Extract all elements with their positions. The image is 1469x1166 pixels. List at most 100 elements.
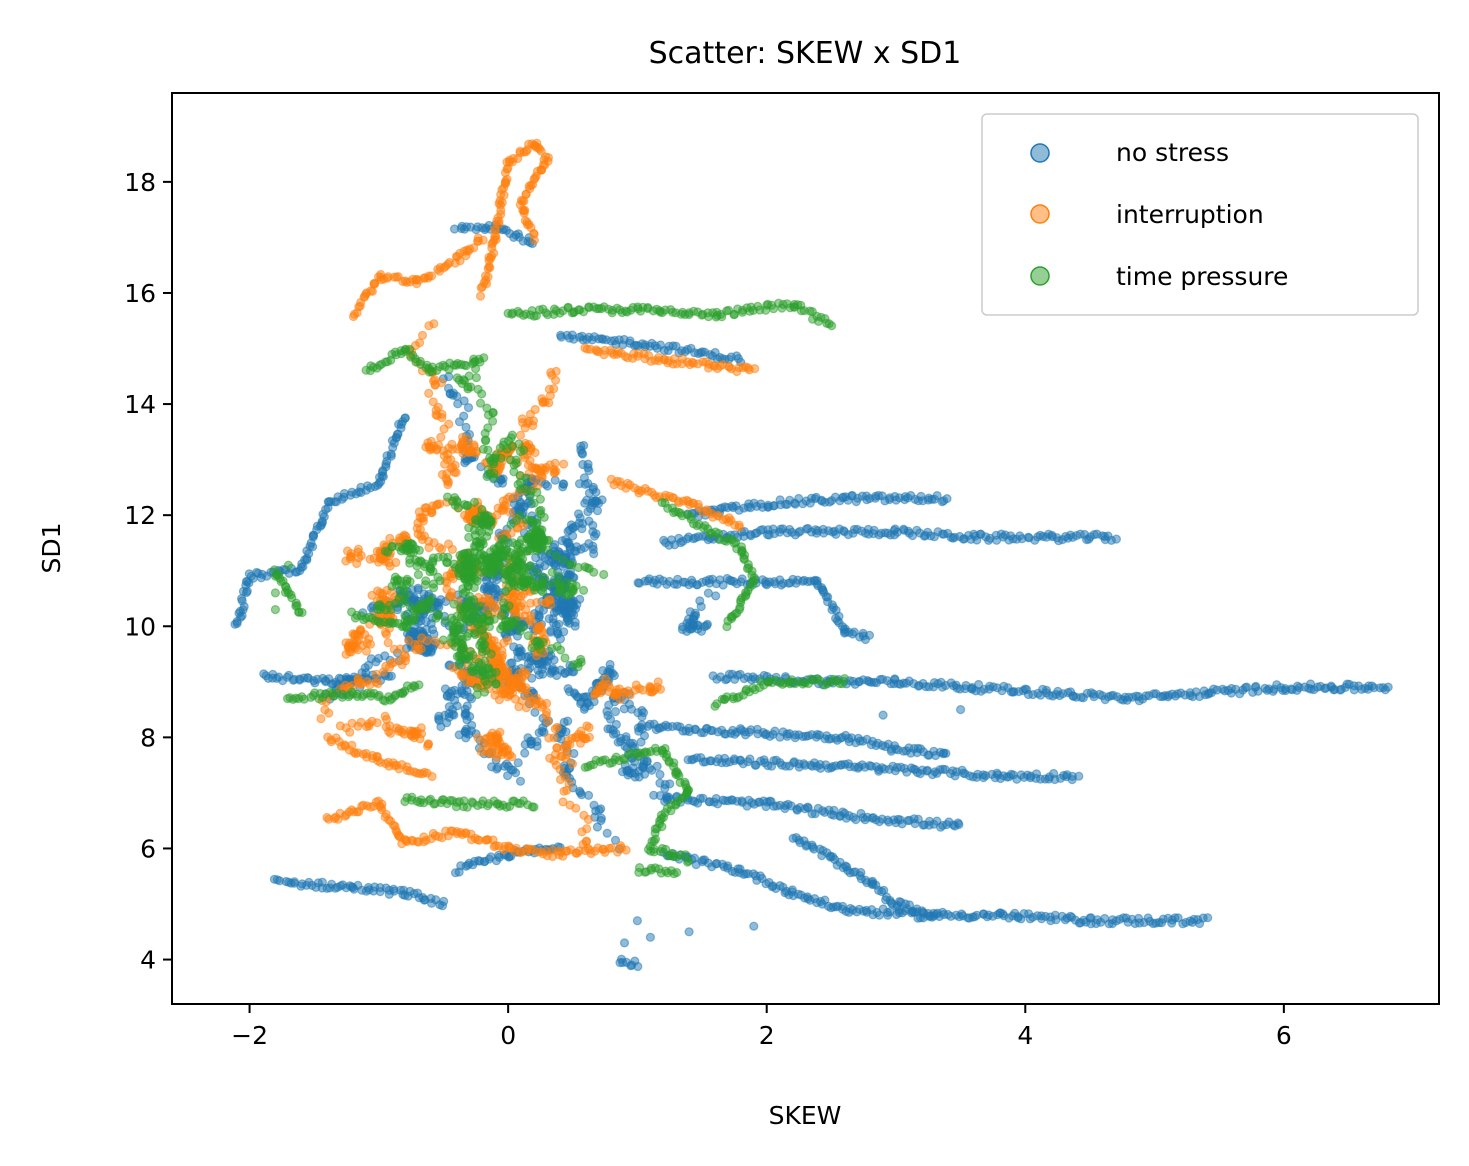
data-point-interruption	[441, 474, 451, 484]
data-point-interruption	[499, 500, 509, 510]
data-point-no-stress	[954, 819, 964, 830]
data-point-no-stress	[575, 788, 586, 798]
data-point-no-stress	[878, 710, 888, 720]
data-point-interruption	[621, 845, 631, 855]
data-point-interruption	[353, 645, 363, 655]
data-point-interruption	[537, 472, 547, 482]
data-point-no-stress	[632, 916, 643, 926]
data-point-interruption	[558, 797, 568, 807]
data-point-interruption	[415, 734, 425, 744]
data-point-no-stress	[515, 776, 526, 786]
data-point-no-stress	[520, 748, 530, 758]
data-point-interruption	[443, 539, 454, 549]
data-point-interruption	[734, 522, 744, 532]
data-point-interruption	[447, 462, 458, 472]
data-point-no-stress	[513, 758, 523, 768]
data-point-interruption	[383, 638, 393, 648]
data-point-interruption	[367, 590, 377, 601]
data-point-time-pressure	[458, 588, 468, 599]
data-point-no-stress	[439, 896, 449, 907]
data-point-interruption	[423, 739, 433, 749]
data-point-interruption	[427, 271, 437, 281]
data-point-no-stress	[459, 396, 469, 406]
data-point-no-stress	[619, 938, 630, 948]
data-point-time-pressure	[471, 541, 481, 552]
data-point-interruption	[505, 507, 515, 518]
data-point-no-stress	[589, 531, 600, 541]
data-point-interruption	[362, 638, 372, 648]
data-point-interruption	[356, 550, 366, 561]
x-axis-label: SKEW	[769, 1101, 842, 1130]
data-point-time-pressure	[460, 650, 470, 660]
data-point-no-stress	[655, 778, 665, 788]
data-point-time-pressure	[515, 446, 526, 457]
data-point-no-stress	[463, 403, 474, 413]
data-point-time-pressure	[473, 614, 484, 624]
data-point-no-stress	[237, 596, 247, 606]
data-point-no-stress	[569, 546, 580, 556]
data-point-interruption	[372, 718, 382, 728]
data-point-no-stress	[931, 909, 941, 919]
data-point-no-stress	[545, 626, 556, 636]
data-point-interruption	[320, 705, 330, 715]
data-point-time-pressure	[478, 539, 488, 549]
data-point-time-pressure	[568, 660, 579, 670]
data-point-no-stress	[611, 719, 622, 730]
data-point-interruption	[550, 724, 560, 734]
data-point-no-stress	[563, 716, 573, 726]
data-point-no-stress	[583, 698, 593, 708]
data-point-interruption	[389, 657, 399, 668]
data-point-no-stress	[513, 652, 523, 663]
data-point-time-pressure	[539, 512, 549, 523]
data-point-time-pressure	[523, 630, 533, 641]
data-point-interruption	[355, 301, 365, 311]
data-point-interruption	[584, 722, 594, 733]
data-point-no-stress	[583, 507, 593, 517]
data-point-no-stress	[613, 737, 623, 747]
data-point-interruption	[520, 611, 530, 621]
data-point-time-pressure	[599, 569, 609, 580]
data-point-no-stress	[619, 704, 629, 714]
data-point-time-pressure	[413, 569, 423, 580]
data-point-interruption	[353, 721, 363, 731]
data-point-interruption	[422, 636, 432, 646]
data-point-no-stress	[578, 692, 589, 702]
data-point-no-stress	[610, 706, 621, 717]
data-point-time-pressure	[464, 573, 474, 583]
data-point-time-pressure	[518, 621, 528, 632]
data-point-time-pressure	[469, 497, 480, 507]
data-point-time-pressure	[512, 540, 522, 550]
data-point-interruption	[424, 321, 434, 331]
data-point-no-stress	[317, 877, 327, 887]
data-point-interruption	[558, 459, 569, 469]
data-point-no-stress	[568, 531, 578, 541]
data-point-time-pressure	[551, 551, 561, 561]
data-point-interruption	[476, 746, 486, 757]
data-point-no-stress	[461, 708, 471, 719]
data-point-no-stress	[462, 456, 472, 466]
data-point-time-pressure	[405, 576, 415, 587]
data-point-no-stress	[492, 764, 502, 774]
data-point-interruption	[442, 455, 452, 465]
data-point-time-pressure	[510, 554, 520, 564]
data-point-time-pressure	[449, 599, 459, 609]
data-point-time-pressure	[826, 321, 837, 331]
data-point-no-stress	[533, 665, 543, 675]
data-point-no-stress	[1074, 771, 1084, 781]
data-point-no-stress	[633, 961, 643, 972]
data-point-no-stress	[532, 736, 542, 747]
data-point-no-stress	[1111, 534, 1122, 544]
data-point-time-pressure	[496, 453, 506, 463]
data-point-no-stress	[688, 620, 698, 631]
data-point-interruption	[538, 398, 548, 408]
data-point-interruption	[592, 685, 602, 696]
data-point-no-stress	[589, 800, 599, 810]
data-point-interruption	[549, 468, 560, 478]
data-point-time-pressure	[482, 555, 492, 565]
data-point-interruption	[437, 413, 447, 423]
data-point-time-pressure	[485, 469, 495, 479]
data-point-no-stress	[684, 927, 694, 937]
data-point-time-pressure	[481, 436, 491, 446]
data-point-interruption	[540, 598, 551, 608]
data-point-time-pressure	[530, 636, 541, 647]
